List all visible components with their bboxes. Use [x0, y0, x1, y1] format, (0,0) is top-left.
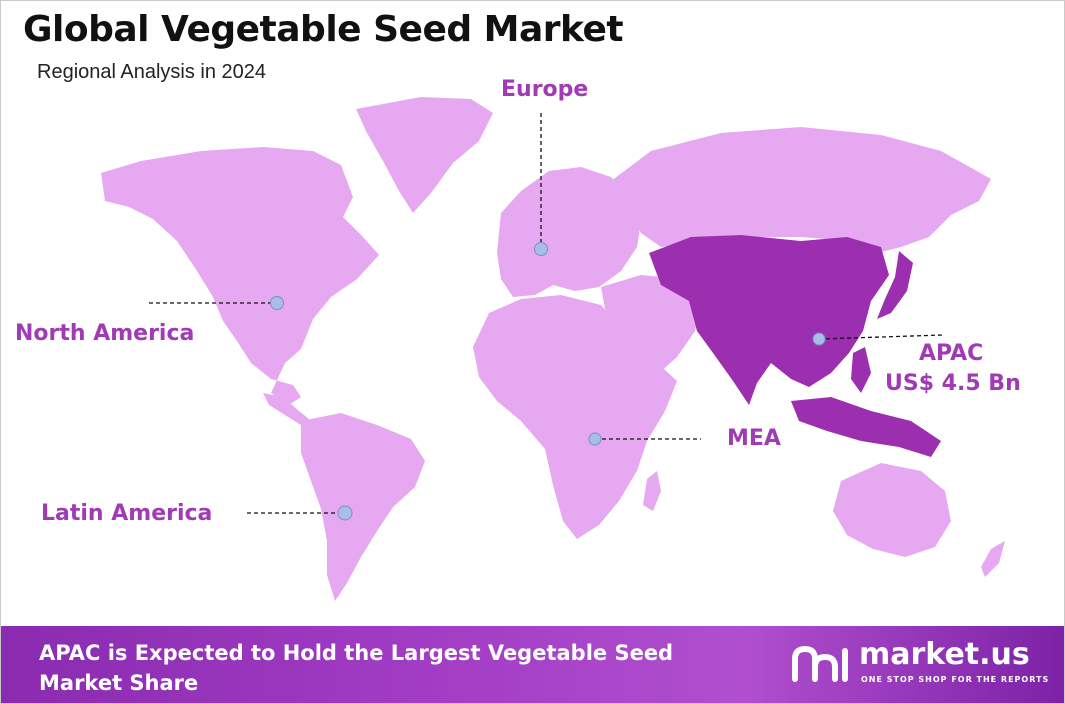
market-us-logo-icon [792, 645, 848, 682]
brand-name: market.us [859, 637, 1030, 672]
greenland-landmass [356, 97, 493, 213]
japan-landmass [877, 251, 913, 319]
region-value-apac: US$ 4.5 Bn [885, 371, 1021, 396]
australia-landmass [833, 463, 951, 557]
footer-banner: APAC is Expected to Hold the Largest Veg… [1, 626, 1064, 703]
world-map [101, 97, 1005, 601]
south-america-landmass [301, 413, 425, 601]
region-label-mea: MEA [727, 426, 781, 451]
mea-marker [588, 432, 602, 446]
indonesia-landmass [791, 397, 941, 457]
region-label-europe: Europe [501, 77, 589, 102]
apac-marker [812, 332, 826, 346]
region-label-apac: APAC [919, 341, 984, 366]
europe-marker [534, 242, 548, 256]
page-title: Global Vegetable Seed Market [23, 9, 624, 50]
africa-landmass [473, 295, 677, 539]
madagascar-landmass [643, 471, 661, 511]
central-america-landmass [263, 393, 309, 425]
north-america-marker [270, 296, 284, 310]
apac-highlight-region [649, 235, 889, 405]
new-zealand-landmass [981, 541, 1005, 577]
brand-tagline: ONE STOP SHOP FOR THE REPORTS [861, 675, 1050, 684]
region-label-north-america: North America [15, 321, 195, 346]
north-america-landmass [101, 147, 379, 405]
philippines-landmass [851, 347, 871, 393]
latin-america-marker [337, 505, 353, 521]
region-label-latin-america: Latin America [41, 501, 213, 526]
page-subtitle: Regional Analysis in 2024 [37, 61, 267, 83]
north-asia-landmass [611, 127, 991, 253]
europe-landmass [497, 167, 641, 297]
footer-headline: APAC is Expected to Hold the Largest Veg… [39, 641, 674, 695]
middle-east-landmass [601, 275, 701, 371]
